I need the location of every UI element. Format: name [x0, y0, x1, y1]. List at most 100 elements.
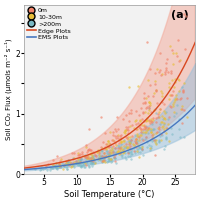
Point — [110, 146, 113, 150]
Point — [142, 127, 145, 130]
Point — [168, 140, 171, 143]
Point — [149, 131, 152, 134]
Point — [157, 125, 160, 129]
Point — [71, 163, 74, 166]
Point — [88, 147, 91, 151]
Point — [67, 158, 70, 162]
Point — [114, 159, 117, 163]
Point — [174, 111, 178, 114]
Point — [179, 98, 182, 101]
Point — [93, 161, 96, 165]
Point — [160, 73, 164, 76]
Point — [155, 120, 158, 124]
Point — [110, 160, 113, 163]
Point — [140, 106, 143, 110]
Point — [105, 147, 108, 150]
Point — [126, 147, 129, 150]
Point — [159, 107, 162, 110]
Point — [65, 167, 69, 170]
Point — [57, 163, 60, 166]
Point — [88, 152, 91, 155]
Point — [118, 145, 122, 148]
Point — [176, 39, 179, 42]
Point — [78, 154, 81, 157]
Point — [101, 159, 104, 162]
Point — [155, 67, 159, 71]
Point — [111, 153, 114, 156]
Point — [69, 160, 72, 164]
Point — [166, 127, 169, 130]
Point — [164, 69, 168, 72]
Point — [89, 162, 92, 165]
Point — [140, 117, 143, 120]
Point — [125, 136, 129, 139]
Point — [102, 147, 105, 150]
Point — [149, 148, 152, 151]
Point — [159, 68, 162, 71]
Point — [137, 113, 140, 117]
Point — [52, 163, 55, 167]
Point — [144, 119, 148, 122]
Point — [147, 120, 150, 123]
Point — [141, 130, 144, 133]
Point — [114, 134, 117, 137]
Point — [51, 164, 54, 167]
Point — [57, 164, 61, 167]
Point — [66, 168, 69, 171]
Point — [96, 150, 99, 153]
Point — [127, 138, 130, 141]
Point — [182, 135, 185, 139]
Point — [170, 94, 174, 97]
Point — [163, 130, 166, 133]
Point — [53, 165, 56, 168]
Point — [80, 165, 83, 169]
Point — [133, 150, 137, 153]
Point — [138, 120, 142, 123]
Point — [125, 125, 128, 129]
Point — [134, 110, 137, 113]
Point — [165, 57, 168, 61]
Point — [149, 147, 153, 150]
Point — [66, 158, 70, 162]
Point — [102, 154, 106, 158]
Point — [150, 120, 153, 124]
Point — [79, 160, 82, 163]
Point — [79, 157, 83, 161]
Point — [136, 150, 139, 153]
Point — [119, 140, 122, 144]
Point — [127, 85, 131, 88]
Point — [94, 160, 97, 163]
Point — [69, 166, 72, 169]
Point — [104, 154, 107, 157]
Point — [57, 162, 60, 165]
Point — [39, 168, 42, 171]
Point — [106, 155, 109, 158]
Point — [157, 141, 161, 144]
Point — [118, 147, 122, 150]
Point — [40, 167, 43, 170]
Point — [77, 160, 80, 163]
Point — [86, 156, 89, 160]
Point — [107, 156, 111, 160]
Point — [76, 154, 80, 157]
Point — [119, 133, 123, 136]
Point — [152, 139, 155, 142]
Point — [120, 153, 123, 157]
Point — [134, 137, 137, 141]
Point — [143, 126, 146, 129]
Point — [77, 163, 80, 166]
Point — [139, 146, 143, 150]
Point — [56, 165, 60, 169]
Point — [80, 151, 83, 154]
Point — [67, 159, 70, 162]
Point — [97, 153, 100, 156]
Point — [77, 152, 80, 155]
Point — [127, 146, 130, 149]
Point — [119, 136, 123, 139]
Point — [128, 144, 131, 147]
Point — [128, 141, 131, 144]
Point — [131, 147, 134, 150]
Point — [135, 127, 138, 130]
Point — [147, 119, 151, 122]
Point — [159, 52, 162, 55]
